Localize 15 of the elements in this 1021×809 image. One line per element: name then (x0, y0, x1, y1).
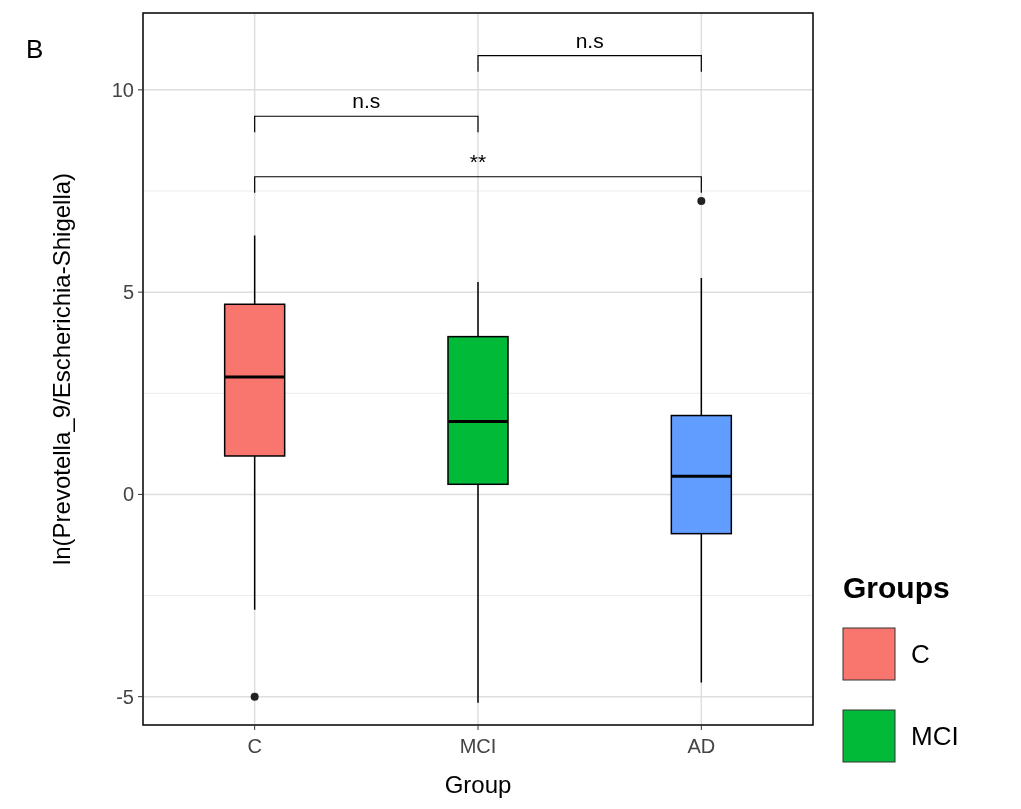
annotation: n.s (352, 89, 381, 113)
legend-label: C (911, 639, 930, 670)
y-tick-label: 10 (111, 78, 134, 101)
x-tick-label: AD (687, 735, 716, 757)
x-axis-title: Group (444, 771, 512, 798)
y-tick-label: 0 (122, 483, 134, 506)
annotation: n.s (575, 28, 604, 52)
x-tick-label: C (247, 735, 262, 757)
y-axis-title: ln(Prevotella_9/Escherichia-Shigella) (48, 172, 75, 566)
legend-title: Groups (843, 571, 950, 604)
y-tick-label: 5 (122, 281, 134, 304)
annotation: ** (469, 149, 487, 173)
y-tick-label: -5 (116, 685, 134, 708)
text: B (26, 34, 44, 64)
x-tick-label: MCI (459, 735, 497, 757)
